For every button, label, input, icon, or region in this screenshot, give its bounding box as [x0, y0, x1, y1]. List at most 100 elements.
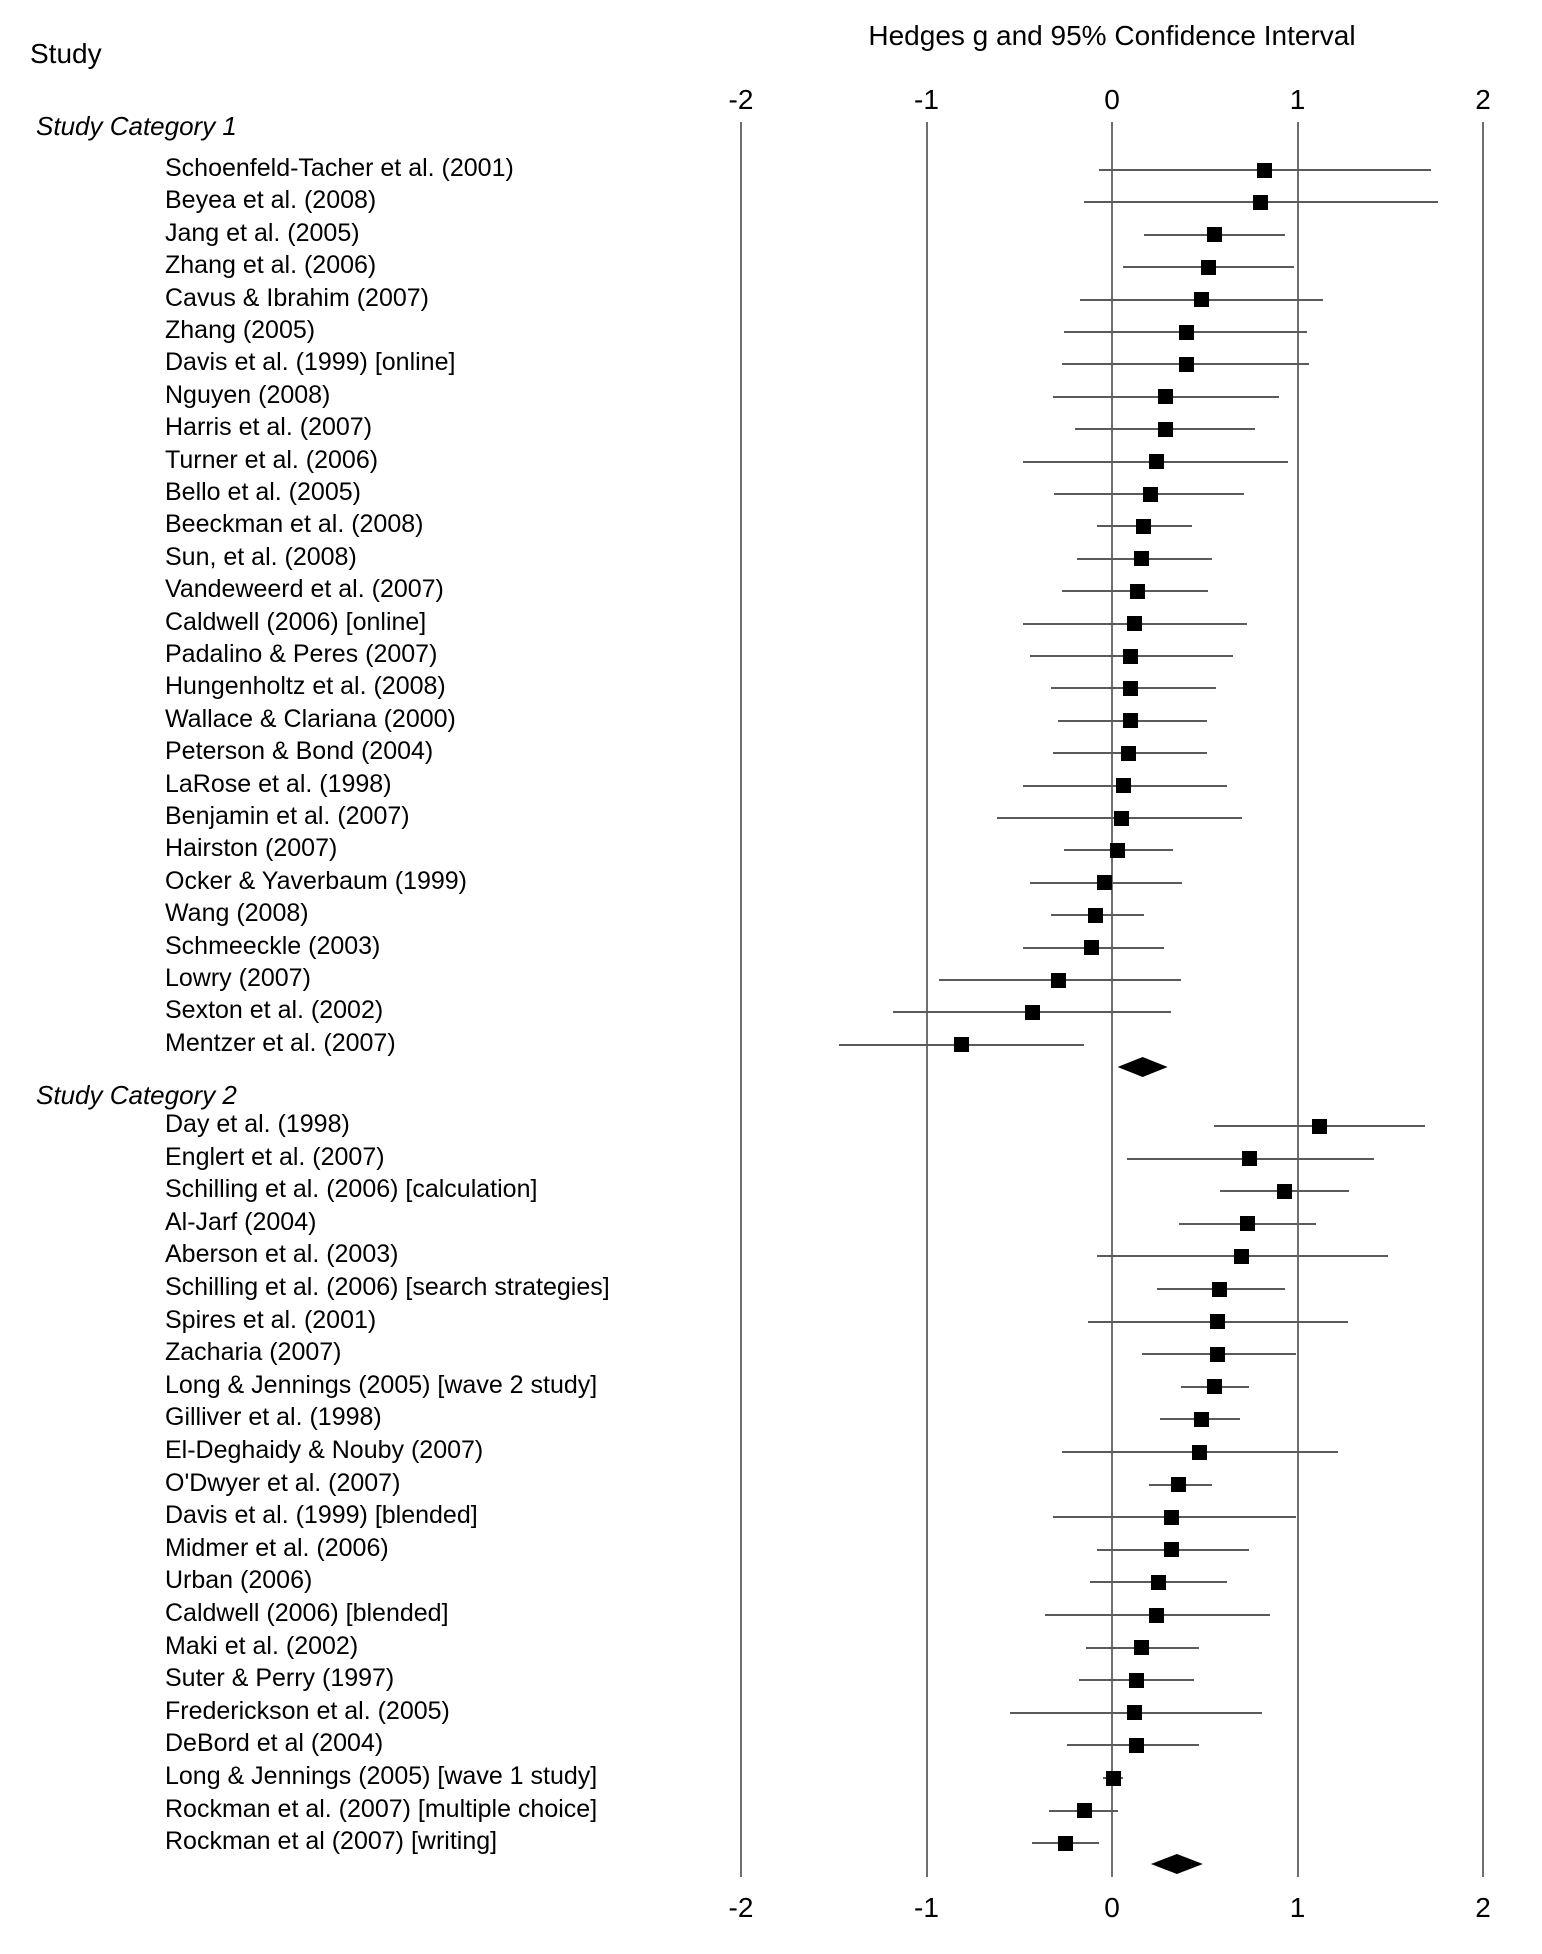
study-label: Midmer et al. (2006) — [165, 1533, 389, 1562]
study-label: Urban (2006) — [165, 1566, 313, 1595]
effect-square — [1130, 583, 1146, 599]
effect-square — [1252, 194, 1268, 210]
study-label: Ocker & Yaverbaum (1999) — [165, 866, 467, 895]
effect-square — [1212, 1281, 1228, 1297]
x-tick-label-top: 1 — [1289, 84, 1306, 115]
study-label: Mentzer et al. (2007) — [165, 1028, 396, 1057]
effect-square — [1206, 1379, 1222, 1395]
effect-square — [1312, 1118, 1328, 1134]
axis-gridline — [1296, 122, 1299, 1877]
effect-square — [1136, 518, 1152, 534]
plot-title: Hedges g and 95% Confidence Interval — [868, 20, 1356, 51]
effect-square — [1128, 1737, 1144, 1753]
effect-square — [1123, 648, 1139, 664]
study-label: Spires et al. (2001) — [165, 1305, 377, 1334]
effect-square — [1050, 972, 1066, 988]
effect-square — [1149, 1607, 1165, 1623]
effect-square — [1058, 1835, 1074, 1851]
study-label: Schilling et al. (2006) [calculation] — [165, 1175, 538, 1204]
study-label: Cavus & Ibrahim (2007) — [165, 283, 430, 312]
x-tick-label-bottom: 0 — [1104, 1892, 1120, 1923]
study-label: Padalino & Peres (2007) — [165, 640, 438, 668]
study-label: Rockman et al (2007) [writing] — [165, 1827, 498, 1856]
study-label: Wallace & Clariana (2000) — [165, 704, 456, 733]
effect-square — [1150, 1574, 1166, 1590]
study-label: Zacharia (2007) — [165, 1338, 342, 1367]
effect-square — [1191, 1444, 1207, 1460]
effect-square — [1158, 389, 1174, 405]
study-label: Long & Jennings (2005) [wave 1 study] — [165, 1762, 598, 1790]
study-label: Caldwell (2006) [blended] — [165, 1599, 449, 1627]
effect-square — [1149, 454, 1165, 470]
study-label: DeBord et al (2004) — [165, 1729, 384, 1758]
effect-square — [1126, 616, 1142, 632]
study-label: Maki et al. (2002) — [165, 1631, 359, 1660]
study-label: Vandeweerd et al. (2007) — [165, 575, 444, 604]
x-tick-label-bottom: -2 — [728, 1892, 754, 1923]
effect-square — [1178, 356, 1194, 372]
effect-square — [1193, 292, 1209, 308]
study-label: Schilling et al. (2006) [search strategi… — [165, 1273, 610, 1301]
effect-square — [1134, 551, 1150, 567]
effect-square — [1113, 810, 1129, 826]
study-label: Bello et al. (2005) — [165, 478, 361, 506]
study-label: Suter & Perry (1997) — [165, 1664, 395, 1693]
effect-square — [1076, 1803, 1092, 1819]
study-label: El-Deghaidy & Nouby (2007) — [165, 1436, 484, 1464]
x-tick-label-bottom: -1 — [914, 1892, 939, 1923]
effect-square — [1178, 324, 1194, 340]
study-label: Lowry (2007) — [165, 964, 311, 992]
effect-square — [1239, 1216, 1255, 1232]
study-column-header: Study — [30, 38, 102, 69]
effect-square — [1134, 1640, 1150, 1656]
x-tick-label-top: -2 — [728, 84, 754, 115]
effect-square — [1024, 1004, 1040, 1020]
study-label: Benjamin et al. (2007) — [165, 802, 410, 830]
effect-square — [1210, 1314, 1226, 1330]
axis-gridline — [1111, 122, 1113, 1877]
axis-gridline — [1482, 122, 1484, 1877]
effect-square — [1256, 162, 1272, 178]
summary-diamond — [1117, 1057, 1168, 1077]
study-label: Peterson & Bond (2004) — [165, 737, 434, 766]
effect-square — [1084, 940, 1100, 956]
x-tick-label-bottom: 2 — [1475, 1892, 1491, 1923]
study-label: Sexton et al. (2002) — [165, 996, 384, 1025]
study-label: Zhang et al. (2006) — [165, 251, 377, 280]
study-label: Gilliver et al. (1998) — [165, 1403, 382, 1432]
study-label: Davis et al. (1999) [blended] — [165, 1501, 478, 1530]
study-label: Schmeeckle (2003) — [165, 931, 381, 960]
axis-gridline — [740, 122, 742, 1877]
study-label: Beeckman et al. (2008) — [165, 510, 424, 539]
effect-square — [1128, 1672, 1144, 1688]
study-label: Long & Jennings (2005) [wave 2 study] — [165, 1370, 598, 1399]
study-label: Day et al. (1998) — [165, 1110, 350, 1138]
study-label: Wang (2008) — [165, 899, 309, 928]
effect-square — [1163, 1509, 1179, 1525]
effect-square — [1121, 745, 1137, 761]
effect-square — [1123, 713, 1139, 729]
effect-square — [1241, 1151, 1257, 1167]
effect-square — [1123, 680, 1139, 696]
study-label: Davis et al. (1999) [online] — [165, 348, 456, 377]
study-label: Hairston (2007) — [165, 834, 338, 863]
study-label: Frederickson et al. (2005) — [165, 1696, 450, 1725]
study-label: Al-Jarf (2004) — [165, 1207, 317, 1236]
study-label: Nguyen (2008) — [165, 380, 331, 409]
group-label: Study Category 2 — [36, 1080, 237, 1110]
effect-square — [1206, 227, 1222, 243]
study-label: Harris et al. (2007) — [165, 413, 373, 442]
effect-square — [1210, 1346, 1226, 1362]
study-label: Rockman et al. (2007) [multiple choice] — [165, 1794, 598, 1823]
study-label: Caldwell (2006) [online] — [165, 607, 427, 636]
study-label: Sun, et al. (2008) — [165, 542, 357, 571]
study-label: Englert et al. (2007) — [165, 1142, 385, 1171]
x-tick-label-top: 2 — [1475, 84, 1491, 115]
effect-square — [1110, 842, 1126, 858]
x-tick-label-top: 0 — [1104, 84, 1120, 115]
study-label: Schoenfeld-Tacher et al. (2001) — [165, 154, 514, 182]
study-label: Beyea et al. (2008) — [165, 186, 377, 215]
x-tick-label-top: -1 — [914, 84, 939, 115]
group-label: Study Category 1 — [36, 111, 237, 141]
